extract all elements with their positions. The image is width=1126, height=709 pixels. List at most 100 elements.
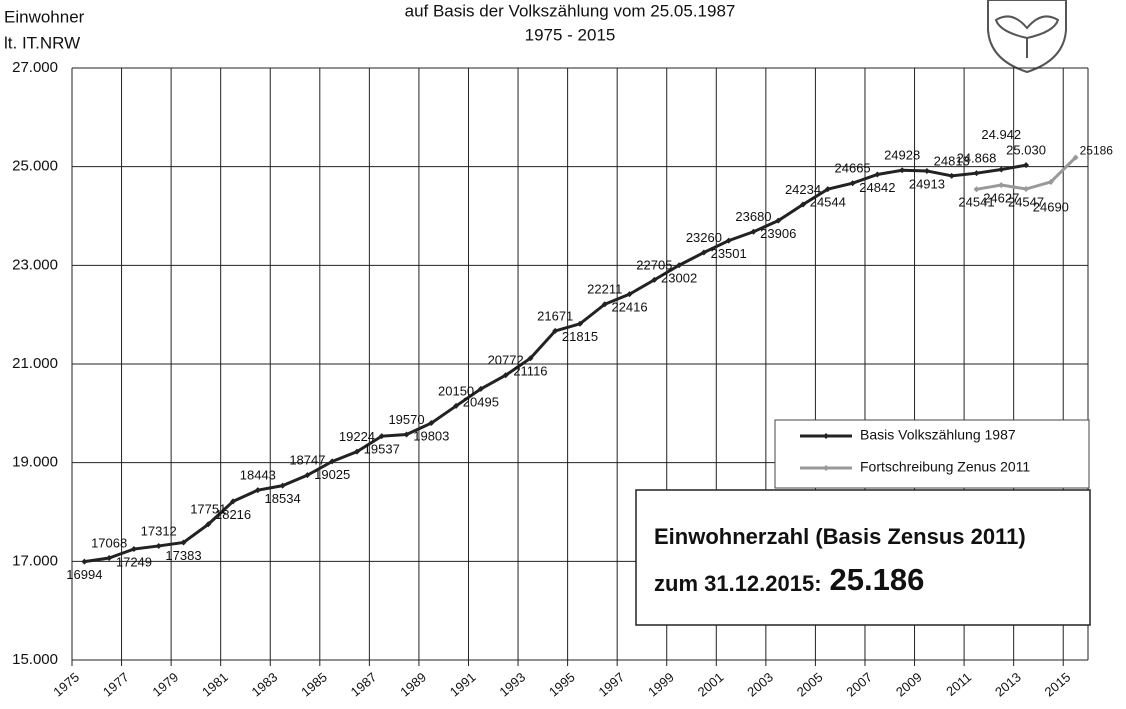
point-marker [205, 521, 212, 528]
data-label: 18747 [289, 453, 325, 468]
data-label: 21815 [562, 329, 598, 344]
x-tick-label: 1975 [50, 669, 82, 699]
point-marker [428, 420, 435, 427]
x-tick-label: 2009 [893, 669, 925, 699]
point-marker [973, 170, 980, 177]
point-marker [81, 558, 88, 565]
point-marker [329, 458, 336, 465]
x-tick-label: 2007 [843, 669, 875, 699]
point-marker [453, 402, 460, 409]
y-tick-label: 23.000 [12, 256, 58, 273]
x-tick-label: 1991 [447, 669, 479, 699]
point-marker [279, 482, 286, 489]
data-label: 25186 [1080, 144, 1114, 158]
data-label: 23680 [735, 209, 771, 224]
point-marker [725, 237, 732, 244]
data-label: 25.030 [1006, 143, 1046, 158]
data-label: 23906 [760, 226, 796, 241]
data-label: 18534 [265, 491, 301, 506]
point-marker [800, 201, 807, 208]
x-tick-label: 2005 [794, 669, 826, 699]
point-marker [353, 448, 360, 455]
data-label: 19537 [364, 442, 400, 457]
data-label: 17751 [190, 502, 226, 517]
x-tick-label: 2015 [1042, 669, 1074, 699]
point-marker [973, 186, 980, 193]
data-label: 19224 [339, 429, 375, 444]
x-tick-label: 1997 [596, 669, 628, 699]
x-tick-label: 1985 [298, 669, 330, 699]
y-tick-label: 25.000 [12, 158, 58, 175]
x-tick-label: 1981 [199, 669, 231, 699]
point-marker [923, 167, 930, 174]
point-marker [998, 166, 1005, 173]
annotation-box [635, 489, 1091, 626]
data-label: 24547 [1008, 194, 1044, 209]
point-marker [676, 262, 683, 269]
point-marker [502, 372, 509, 379]
y-tick-label: 17.000 [12, 552, 58, 569]
data-label: 24544 [810, 195, 846, 210]
data-label: 24.868 [957, 151, 997, 166]
data-label: 18443 [240, 468, 276, 483]
x-tick-label: 1987 [348, 669, 380, 699]
y-axis-label: Einwohner [4, 7, 85, 26]
data-label: 20150 [438, 383, 474, 398]
annotation-text: zum 31.12.2015: [654, 571, 822, 596]
data-label: 17312 [141, 523, 177, 538]
point-marker [1047, 178, 1054, 185]
point-marker [155, 542, 162, 549]
y-tick-label: 27.000 [12, 59, 58, 76]
data-label: 20772 [488, 353, 524, 368]
data-label: 24627 [983, 191, 1019, 206]
point-marker [849, 180, 856, 187]
chart-title: auf Basis der Volkszählung vom 25.05.198… [405, 1, 736, 20]
point-marker [1023, 162, 1030, 169]
data-label: 24690 [1033, 199, 1069, 214]
data-label: 19803 [413, 428, 449, 443]
legend-swatch [823, 465, 829, 471]
x-tick-label: 1989 [397, 669, 429, 699]
point-marker [626, 291, 633, 298]
data-label: 22211 [587, 282, 622, 297]
point-marker [230, 498, 237, 505]
point-marker [1023, 186, 1030, 193]
y-axis-label: lt. IT.NRW [4, 33, 80, 52]
x-tick-label: 2001 [695, 669, 727, 699]
data-label: 20495 [463, 394, 499, 409]
x-tick-label: 2011 [943, 669, 974, 698]
point-marker [477, 385, 484, 392]
data-label: 24.942 [981, 127, 1021, 142]
data-label: 23002 [661, 271, 697, 286]
data-label: 18216 [215, 507, 251, 522]
legend-swatch [823, 433, 829, 439]
point-marker [998, 182, 1005, 189]
point-marker [254, 487, 261, 494]
point-marker [824, 186, 831, 193]
data-label: 24842 [859, 180, 895, 195]
x-tick-label: 2003 [744, 669, 776, 699]
point-marker [130, 546, 137, 553]
annotation-text: Einwohnerzahl (Basis Zensus 2011) [654, 524, 1026, 549]
data-label: 23260 [686, 230, 722, 245]
data-label: 22705 [636, 257, 672, 272]
data-label: 21671 [537, 308, 573, 323]
chart-subtitle: 1975 - 2015 [525, 25, 616, 44]
y-tick-label: 15.000 [12, 651, 58, 668]
x-tick-label: 2013 [992, 669, 1024, 699]
data-label: 24665 [835, 161, 871, 176]
data-label: 24541 [958, 195, 994, 210]
data-label: 21116 [513, 364, 547, 379]
annotation-value: 25.186 [830, 562, 925, 597]
x-tick-label: 1999 [645, 669, 677, 699]
data-label: 17383 [165, 548, 201, 563]
legend-label: Fortschreibung Zenus 2011 [860, 459, 1030, 475]
data-label: 24813 [934, 153, 970, 168]
point-marker [180, 539, 187, 546]
point-marker [775, 217, 782, 224]
point-marker [700, 249, 707, 256]
point-marker [552, 327, 559, 334]
x-tick-label: 1977 [100, 669, 132, 699]
data-label: 23501 [711, 246, 747, 261]
point-marker [601, 301, 608, 308]
